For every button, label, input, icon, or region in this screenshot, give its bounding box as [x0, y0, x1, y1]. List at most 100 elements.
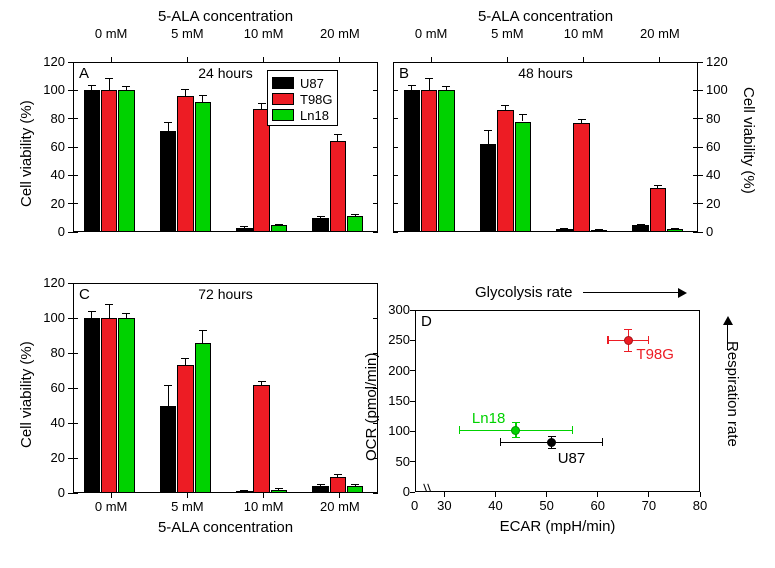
bar-U87: [84, 90, 100, 232]
xtick-D: 70: [639, 498, 659, 513]
top-axis-label-A: 5-ALA concentration: [73, 8, 378, 25]
ytick-label: 80: [38, 111, 65, 126]
ytick-label-r: 20: [706, 196, 720, 211]
bar-U87: [236, 491, 252, 493]
ylabel-C: Cell viability (%): [18, 328, 35, 448]
bar-U87: [84, 318, 100, 493]
legend-swatch: [272, 109, 294, 121]
ytick-label-r: 60: [706, 139, 720, 154]
xtick-bottom: 0 mM: [89, 499, 133, 514]
panel-D: D0501001502002503000304050607080U87Ln18T…: [415, 310, 700, 492]
xtick-D: 40: [485, 498, 505, 513]
errorbar: [91, 311, 92, 318]
bar-U87: [312, 218, 328, 232]
legend-label: U87: [300, 76, 324, 91]
ylabel-B: Cell viability (%): [740, 87, 757, 207]
panel-subtitle: 72 hours: [73, 286, 378, 302]
ytick-D: 50: [380, 454, 410, 469]
bar-Ln18: [195, 343, 211, 494]
bar-U87: [480, 144, 496, 232]
ytick-label-r: 100: [706, 82, 728, 97]
errorbar: [185, 89, 186, 96]
bar-U87: [160, 406, 176, 494]
bar-Ln18: [515, 122, 531, 233]
errorbar: [168, 122, 169, 132]
bar-Ln18: [271, 225, 287, 232]
bar-T98G: [330, 141, 346, 232]
xtick-D: 80: [690, 498, 710, 513]
ytick-D: 0: [380, 484, 410, 499]
xtick-bottom: 10 mM: [242, 499, 286, 514]
ytick-D: 200: [380, 363, 410, 378]
errorbar: [522, 114, 523, 121]
bar-Ln18: [347, 486, 363, 493]
ytick-label: 120: [38, 54, 65, 69]
bar-T98G: [330, 477, 346, 493]
panel-B: B48 hours0204060801001200 mM5 mM10 mM20 …: [393, 62, 698, 232]
point-T98G: [624, 336, 633, 345]
xtick-top: 0 mM: [89, 26, 133, 41]
bar-T98G: [253, 385, 269, 494]
legend-row: U87: [272, 75, 333, 91]
glycolysis-label: Glycolysis rate: [475, 284, 573, 301]
ytick-label: 20: [38, 450, 65, 465]
legend-swatch: [272, 77, 294, 89]
ytick-label-r: 0: [706, 224, 713, 239]
bar-Ln18: [118, 318, 134, 493]
axis-break: [421, 487, 427, 497]
bar-T98G: [573, 123, 589, 232]
bar-T98G: [421, 90, 437, 232]
bar-Ln18: [438, 90, 454, 232]
ytick-label: 20: [38, 196, 65, 211]
xtick-top: 5 mM: [485, 26, 529, 41]
legend-row: Ln18: [272, 107, 333, 123]
respiration-arrow: [727, 325, 728, 350]
bar-T98G: [253, 109, 269, 232]
ytick-label: 80: [38, 345, 65, 360]
bar-U87: [632, 225, 648, 232]
ytick-D: 250: [380, 332, 410, 347]
figure-root: 5-ALA concentration 5-ALA concentration Ce…: [0, 0, 775, 568]
ytick-label: 120: [38, 275, 65, 290]
xtick-bottom: 5 mM: [165, 499, 209, 514]
ytick-label: 40: [38, 415, 65, 430]
ytick-label: 0: [38, 224, 65, 239]
ytick-label-r: 120: [706, 54, 728, 69]
point-label: U87: [558, 450, 586, 467]
xtick-D: 60: [588, 498, 608, 513]
top-axis-label-B: 5-ALA concentration: [393, 8, 698, 25]
bar-U87: [404, 90, 420, 232]
errorbar: [109, 78, 110, 91]
bar-Ln18: [347, 216, 363, 232]
bar-U87: [236, 228, 252, 232]
bar-T98G: [101, 318, 117, 493]
ytick-label: 100: [38, 82, 65, 97]
arrow-head-icon: [723, 316, 733, 325]
point-U87: [547, 438, 556, 447]
ytick-D: 150: [380, 393, 410, 408]
errorbar: [185, 358, 186, 365]
errorbar: [429, 78, 430, 91]
xtick-D: 50: [537, 498, 557, 513]
panel-C: C72 hours0204060801001200 mM5 mM10 mM20 …: [73, 283, 378, 493]
errorbar: [202, 95, 203, 102]
bar-T98G: [650, 188, 666, 232]
xtick-top: 20 mM: [638, 26, 682, 41]
xlabel-D: ECAR (mpH/min): [415, 518, 700, 535]
panel-subtitle: 48 hours: [393, 65, 698, 81]
panel-letter: D: [421, 313, 432, 330]
bar-U87: [312, 486, 328, 493]
bar-Ln18: [271, 490, 287, 494]
glycolysis-arrow: [583, 292, 678, 293]
ytick-label: 40: [38, 167, 65, 182]
ytick-label: 0: [38, 485, 65, 500]
errorbar: [337, 134, 338, 141]
bar-T98G: [177, 96, 193, 232]
respiration-label: Respiration rate: [724, 341, 741, 461]
xtick-top: 10 mM: [242, 26, 286, 41]
xtick-top: 0 mM: [409, 26, 453, 41]
ytick-label: 100: [38, 310, 65, 325]
errorbar: [109, 304, 110, 318]
point-label: Ln18: [472, 410, 505, 427]
xtick-D: 0: [411, 498, 418, 513]
